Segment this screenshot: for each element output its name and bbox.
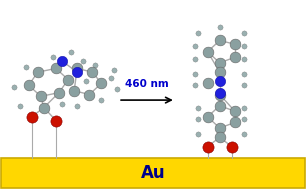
- Point: [217, 136, 222, 139]
- Point: [17, 104, 22, 107]
- Point: [205, 145, 210, 148]
- Point: [66, 78, 71, 81]
- Point: [60, 60, 65, 63]
- Point: [75, 104, 80, 107]
- Text: 460 nm: 460 nm: [125, 79, 169, 89]
- Point: [205, 115, 210, 118]
- Point: [217, 71, 222, 74]
- Point: [90, 71, 95, 74]
- Point: [84, 80, 89, 83]
- Point: [193, 45, 198, 48]
- Point: [217, 104, 222, 107]
- Point: [217, 26, 222, 29]
- Point: [29, 115, 34, 118]
- Point: [196, 117, 201, 120]
- Point: [99, 99, 104, 102]
- Point: [241, 45, 246, 48]
- Point: [217, 80, 222, 83]
- Point: [75, 67, 80, 70]
- Point: [54, 119, 58, 122]
- Point: [72, 89, 76, 92]
- Point: [241, 132, 246, 135]
- Point: [233, 121, 237, 124]
- Point: [54, 67, 58, 70]
- Point: [193, 84, 198, 87]
- Point: [241, 73, 246, 76]
- Bar: [2, 158, 304, 188]
- Point: [193, 73, 198, 76]
- Point: [196, 32, 201, 35]
- Point: [205, 82, 210, 85]
- Point: [196, 132, 201, 135]
- Point: [93, 63, 98, 66]
- Point: [230, 145, 234, 148]
- Point: [196, 106, 201, 109]
- Point: [241, 117, 246, 120]
- Point: [108, 76, 113, 79]
- Point: [233, 56, 237, 59]
- Point: [241, 58, 246, 61]
- Point: [38, 95, 43, 98]
- Point: [193, 58, 198, 61]
- Point: [241, 84, 246, 87]
- Point: [81, 60, 86, 63]
- Point: [99, 82, 104, 85]
- Point: [205, 50, 210, 53]
- Point: [23, 65, 28, 68]
- Point: [217, 93, 222, 96]
- Point: [217, 91, 222, 94]
- Point: [60, 102, 65, 105]
- Point: [114, 87, 119, 90]
- Point: [50, 56, 55, 59]
- Point: [217, 126, 222, 129]
- Point: [57, 91, 62, 94]
- Point: [11, 86, 16, 89]
- Point: [69, 50, 73, 53]
- Point: [26, 84, 31, 87]
- Point: [217, 39, 222, 42]
- Point: [233, 43, 237, 46]
- Point: [217, 61, 222, 64]
- Point: [233, 110, 237, 113]
- Point: [35, 71, 40, 74]
- Point: [241, 106, 246, 109]
- Point: [111, 69, 116, 72]
- Point: [241, 32, 246, 35]
- Point: [41, 106, 46, 109]
- Point: [75, 71, 80, 74]
- Text: Au: Au: [141, 164, 165, 182]
- Point: [87, 93, 92, 96]
